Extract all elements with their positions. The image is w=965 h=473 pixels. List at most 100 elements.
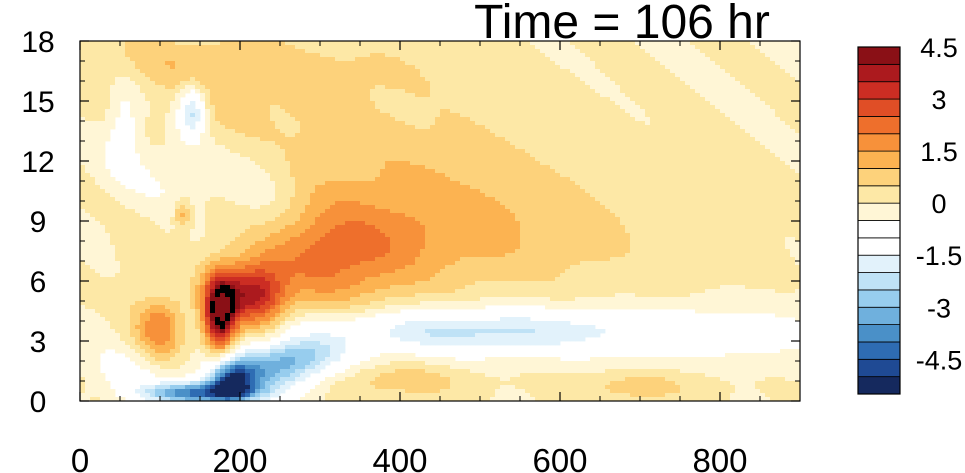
heatmap-cell (550, 125, 556, 130)
heatmap-cell (555, 57, 561, 62)
heatmap-cell (345, 153, 351, 158)
heatmap-cell (720, 61, 726, 66)
heatmap-cell (575, 181, 581, 186)
heatmap-cell (740, 145, 746, 150)
heatmap-cell (450, 117, 456, 122)
heatmap-cell (635, 161, 641, 166)
heatmap-cell (155, 81, 161, 86)
heatmap-cell (215, 121, 221, 126)
heatmap-cell (100, 145, 106, 150)
heatmap-cell (230, 173, 236, 178)
heatmap-cell (540, 125, 546, 130)
heatmap-cell (605, 113, 611, 118)
heatmap-cell (735, 157, 741, 162)
heatmap-cell (445, 157, 451, 162)
heatmap-cell (595, 113, 601, 118)
heatmap-cell (560, 129, 566, 134)
heatmap-cell (700, 49, 706, 54)
heatmap-cell (505, 121, 511, 126)
heatmap-cell (215, 117, 221, 122)
heatmap-cell (185, 85, 191, 90)
heatmap-cell (770, 65, 776, 70)
heatmap-cell (325, 65, 331, 70)
heatmap-cell (635, 49, 641, 54)
heatmap-cell (350, 137, 356, 142)
heatmap-cell (555, 65, 561, 70)
heatmap-cell (595, 177, 601, 182)
heatmap-cell (630, 105, 636, 110)
heatmap-cell (690, 129, 696, 134)
heatmap-cell (195, 41, 201, 46)
heatmap-cell (390, 109, 396, 114)
heatmap-cell (85, 41, 91, 46)
heatmap-cell (385, 173, 391, 178)
heatmap-cell (620, 121, 626, 126)
heatmap-cell (320, 57, 326, 62)
heatmap-cell (580, 165, 586, 170)
heatmap-cell (610, 133, 616, 138)
heatmap-cell (400, 77, 406, 82)
heatmap-cell (760, 117, 766, 122)
heatmap-cell (480, 173, 486, 178)
heatmap-cell (520, 77, 526, 82)
heatmap-cell (155, 105, 161, 110)
heatmap-cell (565, 129, 571, 134)
heatmap-cell (450, 129, 456, 134)
heatmap-cell (405, 49, 411, 54)
heatmap-cell (230, 149, 236, 154)
heatmap-cell (500, 61, 506, 66)
heatmap-cell (100, 149, 106, 154)
heatmap-cell (645, 121, 651, 126)
heatmap-cell (460, 53, 466, 58)
heatmap-cell (640, 53, 646, 58)
heatmap-cell (530, 45, 536, 50)
heatmap-cell (620, 181, 626, 186)
heatmap-cell (575, 149, 581, 154)
heatmap-cell (725, 53, 731, 58)
heatmap-cell (730, 93, 736, 98)
heatmap-cell (295, 45, 301, 50)
heatmap-cell (185, 109, 191, 114)
heatmap-cell (615, 133, 621, 138)
heatmap-cell (455, 53, 461, 58)
heatmap-cell (325, 101, 331, 106)
heatmap-cell (560, 61, 566, 66)
heatmap-cell (655, 65, 661, 70)
heatmap-cell (540, 93, 546, 98)
heatmap-cell (295, 101, 301, 106)
heatmap-cell (270, 117, 276, 122)
heatmap-cell (315, 109, 321, 114)
heatmap-cell (235, 125, 241, 130)
heatmap-cell (555, 153, 561, 158)
heatmap-cell (425, 137, 431, 142)
heatmap-cell (660, 177, 666, 182)
heatmap-cell (420, 105, 426, 110)
heatmap-cell (580, 137, 586, 142)
heatmap-cell (270, 97, 276, 102)
heatmap-cell (650, 129, 656, 134)
heatmap-cell (500, 101, 506, 106)
heatmap-cell (775, 121, 781, 126)
heatmap-cell (420, 125, 426, 130)
heatmap-cell (745, 153, 751, 158)
heatmap-cell (740, 41, 746, 46)
heatmap-cell (655, 73, 661, 78)
heatmap-cell (480, 133, 486, 138)
heatmap-cell (790, 145, 796, 150)
heatmap-cell (740, 129, 746, 134)
heatmap-cell (245, 65, 251, 70)
heatmap-cell (260, 145, 266, 150)
heatmap-cell (235, 129, 241, 134)
heatmap-cell (640, 81, 646, 86)
heatmap-cell (430, 73, 436, 78)
heatmap-cell (410, 165, 416, 170)
heatmap-cell (205, 101, 211, 106)
heatmap-cell (315, 165, 321, 170)
heatmap-cell (220, 181, 226, 186)
heatmap-cell (320, 77, 326, 82)
heatmap-cell (240, 145, 246, 150)
heatmap-cell (345, 117, 351, 122)
heatmap-cell (600, 77, 606, 82)
heatmap-cell (455, 73, 461, 78)
heatmap-cell (400, 45, 406, 50)
